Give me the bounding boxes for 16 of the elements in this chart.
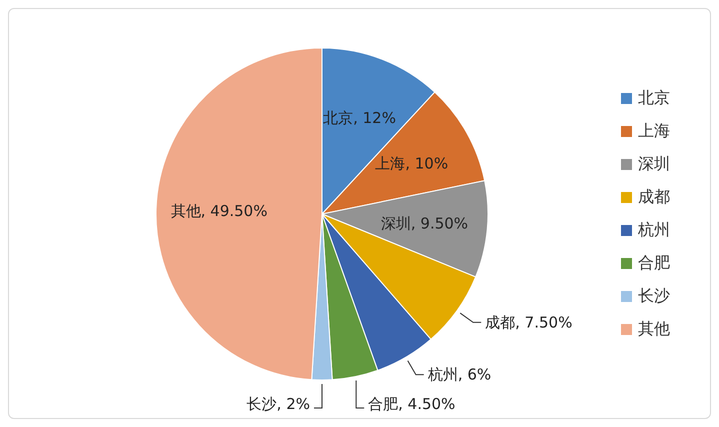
data-label: 其他, 49.50% [170,202,268,220]
legend-label: 长沙 [638,286,670,306]
data-label: 合肥, 4.50% [368,395,456,413]
legend-label: 北京 [638,88,670,108]
data-label: 成都, 7.50% [485,313,572,332]
legend-label: 深圳 [638,154,670,174]
data-label: 北京, 12% [323,109,396,128]
legend-label: 合肥 [638,252,670,274]
legend-label: 杭州 [638,220,670,240]
data-label: 杭州, 6% [426,366,492,384]
data-label: 深圳, 9.50% [380,214,468,233]
legend-label: 上海 [638,120,670,142]
legend-label: 成都 [638,186,670,208]
data-label: 上海, 10% [375,154,448,172]
legend-label: 其他 [638,318,670,340]
data-label: 长沙, 2% [246,395,310,413]
